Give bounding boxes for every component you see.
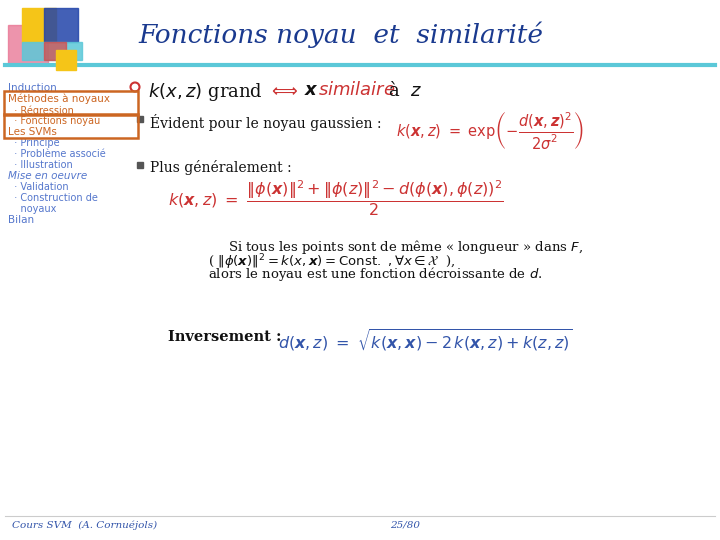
Bar (44, 8, 78, 42)
Text: · Validation: · Validation (8, 182, 68, 192)
Text: $\mathit{similaire}$: $\mathit{similaire}$ (318, 81, 395, 99)
Text: Si tous les points sont de même « longueur » dans $F$,: Si tous les points sont de même « longue… (228, 238, 583, 256)
Text: Inversement :: Inversement : (168, 330, 287, 344)
Text: noyaux: noyaux (8, 204, 56, 214)
Text: ( $\|\phi(\boldsymbol{x})\|^2 = k(x,\boldsymbol{x}) = \mathrm{Const.}\ ,\forall : ( $\|\phi(\boldsymbol{x})\|^2 = k(x,\bol… (208, 252, 456, 272)
Text: $\boldsymbol{x}$: $\boldsymbol{x}$ (304, 81, 319, 99)
Text: $\Longleftrightarrow$: $\Longleftrightarrow$ (268, 81, 298, 99)
Text: Bilan: Bilan (8, 215, 34, 225)
Text: alors le noyau est une fonction décroissante de $d$.: alors le noyau est une fonction décroiss… (208, 265, 542, 283)
Text: · Construction de: · Construction de (8, 193, 98, 203)
Text: à  $z$: à $z$ (388, 81, 422, 100)
Bar (137, 116, 143, 122)
Text: Plus généralement :: Plus généralement : (150, 160, 292, 175)
Text: Induction: Induction (8, 83, 57, 93)
Text: $d(\boldsymbol{x}, z) \ = \ \sqrt{k(\boldsymbol{x},\boldsymbol{x}) - 2\,k(\bolds: $d(\boldsymbol{x}, z) \ = \ \sqrt{k(\bol… (278, 328, 573, 354)
Text: · Problème associé: · Problème associé (8, 149, 106, 159)
Bar (22, 42, 82, 60)
Text: $k(x, z)$ grand: $k(x, z)$ grand (148, 81, 263, 103)
Text: Méthodes à noyaux: Méthodes à noyaux (8, 94, 110, 105)
Text: Cours SVM  (A. Cornuéjols): Cours SVM (A. Cornuéjols) (12, 521, 157, 530)
Text: 25/80: 25/80 (390, 521, 420, 530)
Bar (56, 50, 76, 70)
Text: · Fonctions noyau: · Fonctions noyau (8, 116, 100, 126)
Text: Fonctions noyau  et  similarité: Fonctions noyau et similarité (138, 22, 543, 48)
Text: $k(\boldsymbol{x}, z) \ = \ \exp\!\left(-\dfrac{d(\boldsymbol{x},\boldsymbol{z}): $k(\boldsymbol{x}, z) \ = \ \exp\!\left(… (396, 110, 583, 151)
Text: · Principe: · Principe (8, 138, 60, 148)
Text: Mise en oeuvre: Mise en oeuvre (8, 171, 87, 181)
Text: · Régression: · Régression (8, 105, 74, 116)
Bar (137, 162, 143, 168)
Bar (8, 25, 48, 65)
Text: Les SVMs: Les SVMs (8, 127, 57, 137)
Text: Évident pour le noyau gaussien :: Évident pour le noyau gaussien : (150, 114, 382, 131)
Bar (22, 8, 56, 42)
Text: $k(\boldsymbol{x}, z) \ = \ \dfrac{\|\phi(\boldsymbol{x})\|^2 + \|\phi(z)\|^2 - : $k(\boldsymbol{x}, z) \ = \ \dfrac{\|\ph… (168, 178, 503, 218)
Text: · Illustration: · Illustration (8, 160, 73, 170)
Bar (44, 42, 66, 60)
